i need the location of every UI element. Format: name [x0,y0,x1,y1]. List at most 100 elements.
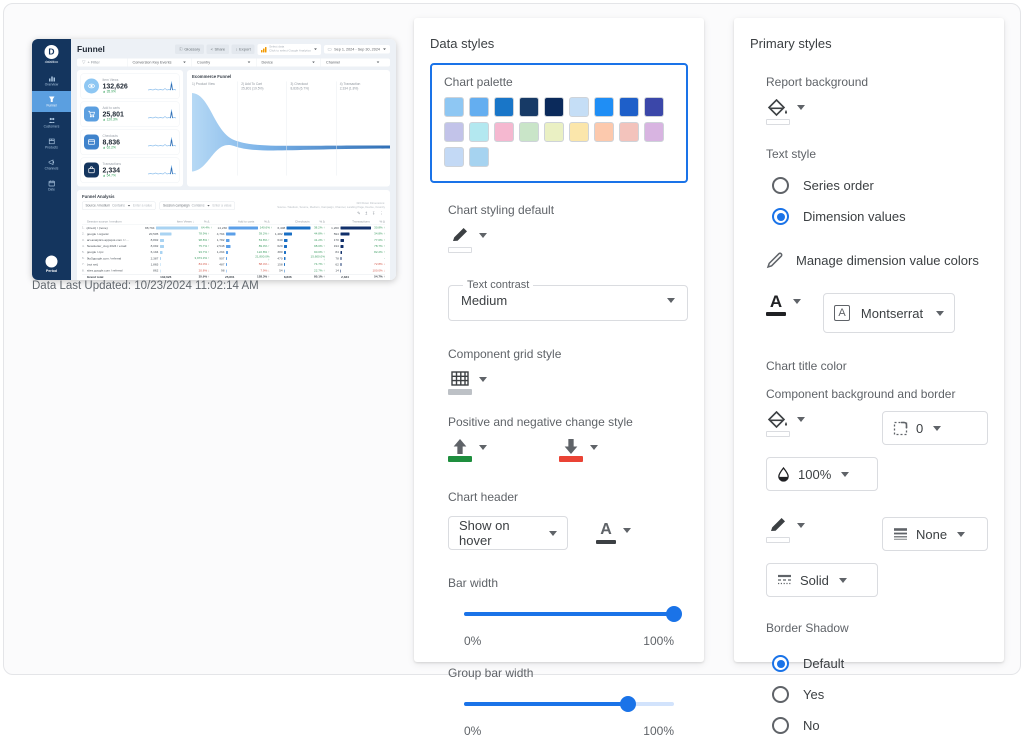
kpi-card: Item Views 132,626 ▲ 35.9% Add to carts 25,8… [77,69,183,187]
report-background-color-button[interactable] [766,99,805,125]
table-row[interactable]: 8. sites.google.com / referral 862 20.8% ↓ 9… [82,269,385,273]
sparkline [148,109,176,119]
funnel-analysis-card[interactable]: Funnel Analysis Source / medium Contains… [77,189,390,280]
component-background-color-button[interactable] [766,411,878,437]
filter-chip[interactable]: Country [191,58,257,67]
group-bar-width-slider[interactable] [464,696,674,712]
data-source-selector[interactable]: Select data Click to select Google Analy… [257,44,321,55]
border-shadow-option-no[interactable]: No [772,717,988,734]
table-row[interactable]: 4. Newsletter_Aug 2024 / email 8,092 75.7% … [82,244,385,249]
bar-width-label: Bar width [448,576,499,590]
radio-selected-icon[interactable] [772,655,789,672]
font-family-select[interactable]: A Montserrat [823,293,955,333]
group-bar-width-slider-thumb[interactable] [619,696,636,712]
chart-styling-default-button[interactable] [448,227,487,253]
chart-header-select[interactable]: Show on hover [448,516,568,550]
radio-icon[interactable] [772,717,789,734]
table-row[interactable]: 5. google / cpc 6,194 93.7% ↑ 1,294 122.8% ↑ 3… [82,250,385,255]
manage-dimension-value-colors-button[interactable]: Manage dimension value colors [766,251,988,269]
analysis-table[interactable]: Session source / medium Item Views ↓% Δ Ad… [82,219,385,280]
text-contrast-select[interactable]: Text contrast Medium [448,279,688,321]
session-campaign-filter[interactable]: Session campaign Contains Enter a value [159,201,236,210]
palette-swatch[interactable] [469,97,489,117]
data-styles-panel: Data styles Chart palette Chart styling … [414,18,704,738]
header-button-export[interactable]: ↓ Export [231,44,255,55]
palette-swatch[interactable] [519,97,539,117]
palette-swatch[interactable] [544,97,564,117]
radio-icon[interactable] [772,686,789,703]
palette-swatch[interactable] [469,122,489,142]
palette-swatch[interactable] [444,147,464,167]
component-grid-style-button[interactable] [448,371,487,395]
sidebar-item-products[interactable]: Products [32,133,71,154]
sidebar-item-overview[interactable]: Overview [32,70,71,91]
chart-header-value: Show on hover [459,518,510,548]
table-row[interactable]: 7. (not set) 1,865 84.0% ↓ 487 58.4% ↓ 158 74.7… [82,262,385,267]
border-style-select[interactable]: Solid [766,563,878,597]
report-thumbnail[interactable]: D databloo Overview Funnel Customers Produc… [32,39,396,280]
period-toggle[interactable]: Period [45,255,58,281]
border-weight-select[interactable]: None [882,517,988,551]
table-tool-icons[interactable]: ✎ ↥ ↧ ⋮ [357,211,385,216]
palette-swatch[interactable] [469,147,489,167]
add-filter-button[interactable]: ▽ + Filter [82,59,100,65]
palette-swatch[interactable] [494,122,514,142]
palette-swatch[interactable] [569,122,589,142]
palette-swatch[interactable] [519,122,539,142]
header-button-share[interactable]: < Share [206,44,230,55]
sidebar-item-label: Overview [44,83,59,87]
kpi-tile-checkouts[interactable]: Checkouts 8,836 ▲ 62.2% [80,129,180,155]
filter-chip[interactable]: Channel [320,58,386,67]
text-color-button[interactable]: A [766,293,801,316]
radio-icon[interactable] [772,177,789,194]
chart-header-text-color-button[interactable]: A [596,522,631,544]
date-range-picker[interactable]: ▭ Sep 1, 2024 - Sep 30, 2024 [323,45,390,54]
bar-width-slider-thumb[interactable] [666,606,682,622]
text-style-option-dimension-values[interactable]: Dimension values [772,208,988,225]
text-style-option-series-order[interactable]: Series order [772,177,988,194]
sidebar-item-customers[interactable]: Customers [32,112,71,133]
source-medium-filter[interactable]: Source / medium Contains Enter a value [82,201,156,210]
button-icon: < [210,47,213,52]
table-row[interactable]: 3. art-analytics.appspot.com / r… 8,802 98.… [82,238,385,243]
sidebar-item-date[interactable]: Date [32,175,71,196]
chevron-down-icon [549,530,557,536]
corner-radius-select[interactable]: 0 [882,411,988,445]
positive-change-style-button[interactable] [448,439,487,462]
palette-swatch[interactable] [619,122,639,142]
header-button-glossary[interactable]: ⓘ Glossary [174,44,205,55]
kpi-tile-item-views[interactable]: Item Views 132,626 ▲ 35.9% [80,73,180,99]
chevron-down-icon [247,61,251,64]
radio-selected-icon[interactable] [772,208,789,225]
opacity-select[interactable]: 100% [766,457,878,491]
palette-swatch[interactable] [494,97,514,117]
component-border-color-button[interactable] [766,517,878,543]
filter-chip[interactable]: Conversion Key Events [127,58,192,67]
palette-swatch[interactable] [619,97,639,117]
table-row[interactable]: 1. (direct) / (none) 88,794 64.4% ↑ 14,230 14… [82,226,385,230]
palette-swatch[interactable] [544,122,564,142]
table-row[interactable]: 6. 9to5google.com / referral 2,387 3,973.3%… [82,255,385,262]
palette-swatch[interactable] [444,97,464,117]
filter-chip[interactable]: Device [256,58,321,67]
palette-swatch[interactable] [644,97,664,117]
palette-swatch[interactable] [444,122,464,142]
sidebar-item-funnel[interactable]: Funnel [32,91,71,112]
table-row[interactable]: 2. google / organic 20,505 78.9% ↑ 4,794 39.2… [82,232,385,236]
palette-swatch[interactable] [594,122,614,142]
chevron-down-icon [623,528,631,533]
palette-swatch[interactable] [594,97,614,117]
chevron-down-icon [479,233,487,238]
sidebar-item-channels[interactable]: Channels [32,154,71,175]
border-shadow-option-default[interactable]: Default [772,655,988,672]
period-toggle-knob[interactable] [45,255,58,268]
bar-width-slider[interactable] [464,606,682,622]
palette-swatch[interactable] [644,122,664,142]
negative-change-style-button[interactable] [559,439,598,462]
funnel-chart-card[interactable]: Ecommerce Funnel 1) Product View 2) Add T… [187,69,390,187]
kpi-tile-add-to-carts[interactable]: Add to carts 25,801 ▲ 120.3% [80,101,180,127]
chart-palette-box[interactable]: Chart palette [430,63,688,183]
border-shadow-option-yes[interactable]: Yes [772,686,988,703]
palette-swatch[interactable] [569,97,589,117]
kpi-tile-transactions[interactable]: Transactions 2,334 ▲ 54.7% [80,157,180,183]
